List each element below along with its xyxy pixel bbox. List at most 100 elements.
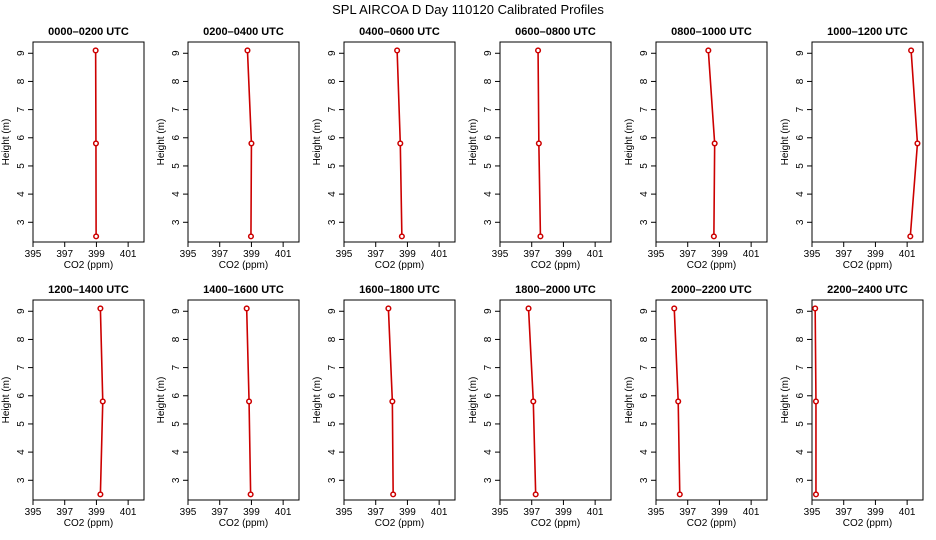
y-tick-label: 7 bbox=[327, 106, 338, 112]
data-point bbox=[97, 491, 104, 498]
data-point bbox=[530, 398, 537, 405]
y-tick-label: 7 bbox=[795, 106, 806, 112]
y-tick-label: 5 bbox=[327, 421, 338, 427]
x-axis-label: CO2 (ppm) bbox=[531, 518, 580, 529]
y-tick-label: 3 bbox=[795, 477, 806, 483]
y-tick-label: 8 bbox=[16, 336, 27, 342]
panel-title: 0800–1000 UTC bbox=[671, 26, 752, 38]
profile-panel: 2200–2400 UTC 395 397 399 401 3 4 5 6 7 8 9 CO2 (ppm… bbox=[780, 284, 924, 529]
profile-panel: 1800–2000 UTC 395 397 399 401 3 4 5 6 7 8 9 CO2 (ppm… bbox=[468, 284, 612, 529]
y-axis-label: Height (m) bbox=[624, 377, 635, 424]
y-tick-label: 5 bbox=[16, 163, 27, 169]
profile-panel: 0800–1000 UTC 395 397 399 401 3 4 5 6 7 8 9 CO2 (ppm… bbox=[624, 26, 768, 271]
y-tick-label: 7 bbox=[483, 106, 494, 112]
x-axis-label: CO2 (ppm) bbox=[531, 260, 580, 271]
x-tick-label: 401 bbox=[899, 249, 916, 260]
y-tick-label: 9 bbox=[171, 308, 182, 314]
data-point bbox=[535, 140, 542, 147]
y-tick-label: 7 bbox=[16, 364, 27, 370]
data-point bbox=[675, 398, 682, 405]
y-tick-label: 9 bbox=[327, 308, 338, 314]
data-point bbox=[525, 305, 532, 312]
y-tick-label: 9 bbox=[795, 50, 806, 56]
x-tick-label: 397 bbox=[679, 507, 696, 518]
x-tick-label: 395 bbox=[648, 249, 665, 260]
x-tick-label: 399 bbox=[867, 507, 884, 518]
data-point bbox=[908, 47, 915, 54]
data-point bbox=[92, 140, 100, 147]
data-point bbox=[711, 140, 718, 147]
x-tick-label: 395 bbox=[492, 507, 509, 518]
x-tick-label: 395 bbox=[804, 249, 821, 260]
profile-panel: 1200–1400 UTC 395 397 399 401 3 4 5 6 7 8 9 CO2 (ppm… bbox=[1, 284, 145, 529]
x-axis-label: CO2 (ppm) bbox=[687, 260, 736, 271]
y-tick-label: 6 bbox=[639, 135, 650, 141]
data-point bbox=[394, 47, 401, 54]
y-tick-label: 7 bbox=[327, 364, 338, 370]
x-tick-label: 395 bbox=[180, 507, 197, 518]
plot-frame bbox=[811, 41, 924, 243]
x-tick-label: 401 bbox=[275, 249, 292, 260]
y-tick-label: 3 bbox=[16, 477, 27, 483]
data-point bbox=[671, 305, 678, 312]
y-tick-label: 8 bbox=[639, 78, 650, 84]
x-axis-label: CO2 (ppm) bbox=[375, 260, 424, 271]
y-tick-label: 7 bbox=[171, 364, 182, 370]
y-axis-label: Height (m) bbox=[156, 377, 167, 424]
data-point bbox=[97, 305, 104, 312]
data-point bbox=[390, 491, 397, 498]
y-tick-label: 8 bbox=[639, 336, 650, 342]
x-tick-label: 397 bbox=[835, 507, 852, 518]
x-tick-label: 399 bbox=[711, 249, 728, 260]
data-point bbox=[812, 305, 819, 312]
y-tick-label: 8 bbox=[795, 78, 806, 84]
data-point bbox=[247, 233, 255, 240]
x-tick-label: 399 bbox=[88, 249, 105, 260]
x-tick-label: 395 bbox=[336, 507, 353, 518]
x-tick-label: 395 bbox=[492, 249, 509, 260]
panel-title: 1400–1600 UTC bbox=[203, 284, 284, 296]
y-axis-label: Height (m) bbox=[780, 377, 791, 424]
panel-title: 0200–0400 UTC bbox=[203, 26, 284, 38]
y-tick-label: 9 bbox=[795, 308, 806, 314]
y-tick-label: 3 bbox=[171, 219, 182, 225]
data-point bbox=[532, 491, 539, 498]
x-tick-label: 401 bbox=[120, 507, 137, 518]
y-tick-label: 4 bbox=[16, 449, 27, 455]
y-tick-label: 9 bbox=[16, 50, 27, 56]
y-tick-label: 5 bbox=[639, 163, 650, 169]
x-tick-label: 397 bbox=[56, 507, 73, 518]
x-tick-label: 397 bbox=[679, 249, 696, 260]
data-point bbox=[812, 398, 820, 405]
y-tick-label: 3 bbox=[639, 477, 650, 483]
y-tick-label: 8 bbox=[795, 336, 806, 342]
x-tick-label: 401 bbox=[587, 249, 604, 260]
x-tick-label: 401 bbox=[431, 507, 448, 518]
data-point bbox=[398, 233, 405, 240]
y-tick-label: 9 bbox=[483, 308, 494, 314]
plot-frame bbox=[187, 299, 300, 501]
y-tick-label: 8 bbox=[327, 78, 338, 84]
profile-panel: 1400–1600 UTC 395 397 399 401 3 4 5 6 7 8 9 CO2 (ppm… bbox=[156, 284, 300, 529]
x-tick-label: 395 bbox=[648, 507, 665, 518]
y-tick-label: 9 bbox=[639, 308, 650, 314]
y-tick-label: 6 bbox=[795, 135, 806, 141]
y-tick-label: 6 bbox=[483, 393, 494, 399]
y-tick-label: 6 bbox=[795, 393, 806, 399]
y-tick-label: 5 bbox=[483, 163, 494, 169]
y-tick-label: 8 bbox=[483, 336, 494, 342]
x-tick-label: 401 bbox=[899, 507, 916, 518]
x-tick-label: 399 bbox=[88, 507, 105, 518]
x-tick-label: 399 bbox=[555, 507, 572, 518]
panel-title: 1600–1800 UTC bbox=[359, 284, 440, 296]
y-tick-label: 6 bbox=[16, 135, 27, 141]
y-tick-label: 5 bbox=[795, 421, 806, 427]
data-point bbox=[676, 491, 683, 498]
x-tick-label: 401 bbox=[743, 249, 760, 260]
y-tick-label: 7 bbox=[795, 364, 806, 370]
profile-panel: 1600–1800 UTC 395 397 399 401 3 4 5 6 7 8 9 CO2 (ppm… bbox=[312, 284, 456, 529]
panel-title: 2200–2400 UTC bbox=[827, 284, 908, 296]
y-tick-label: 9 bbox=[171, 50, 182, 56]
y-axis-label: Height (m) bbox=[780, 119, 791, 166]
